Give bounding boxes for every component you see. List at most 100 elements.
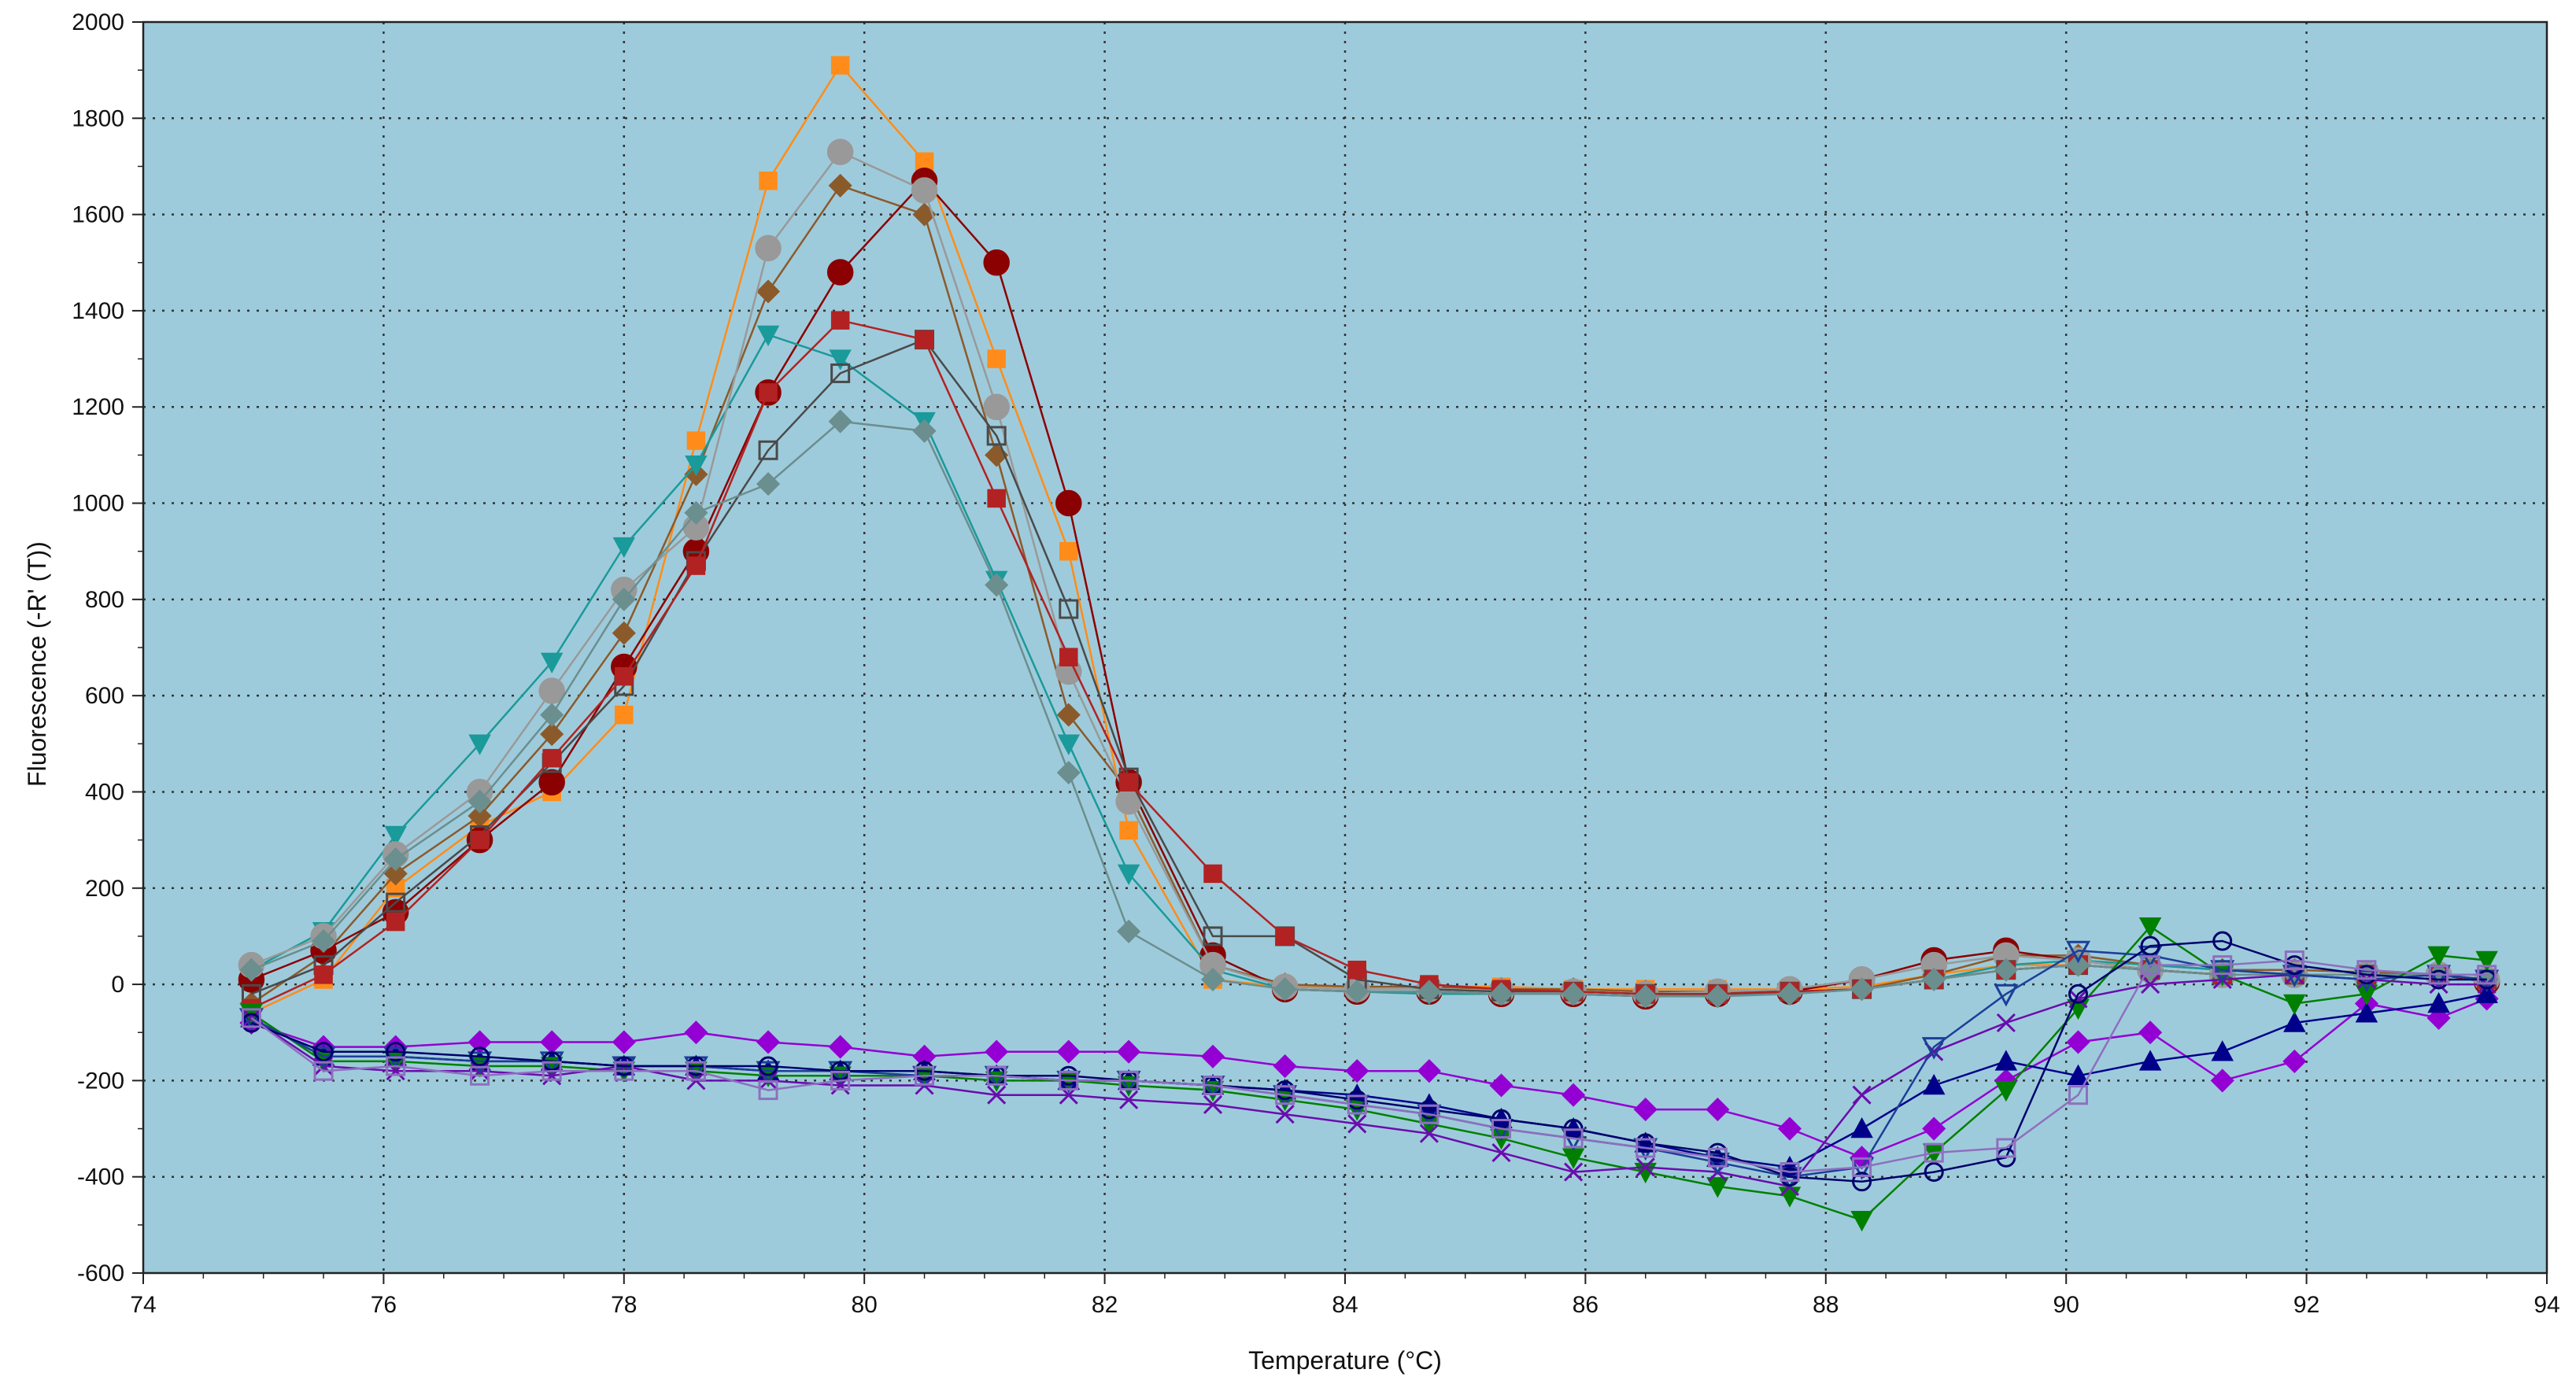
x-tick-label: 92	[2293, 1292, 2319, 1318]
data-point	[1275, 1105, 1295, 1124]
data-point	[686, 1061, 706, 1081]
data-point	[614, 1061, 634, 1081]
data-point	[1059, 599, 1079, 619]
data-point	[1563, 1128, 1584, 1149]
data-point	[2427, 946, 2450, 967]
y-tick-label: -400	[77, 1164, 124, 1190]
data-point	[540, 703, 564, 727]
data-point	[756, 325, 780, 347]
data-point	[1059, 541, 1078, 561]
data-point	[1119, 1090, 1139, 1109]
data-point	[1777, 982, 1802, 1006]
data-point	[686, 431, 706, 450]
data-point	[386, 1056, 406, 1076]
data-point	[2355, 984, 2378, 1006]
data-point	[1777, 1116, 1802, 1141]
data-point	[386, 1042, 406, 1062]
data-point	[759, 383, 778, 402]
data-point-stroke	[1275, 1105, 1295, 1124]
data-point	[2429, 965, 2449, 985]
data-point	[1850, 977, 1874, 1002]
data-point	[911, 177, 938, 204]
data-point	[1924, 1162, 1944, 1183]
series-line	[250, 334, 2487, 998]
data-point	[2427, 991, 2450, 1013]
x-axis-title: Temperature (°C)	[1248, 1346, 1442, 1375]
y-tick-label: 1200	[72, 394, 124, 420]
y-tick-label: -200	[77, 1068, 124, 1094]
data-point	[1117, 864, 1140, 885]
data-point	[1921, 1037, 1946, 1060]
data-point	[1200, 967, 1225, 992]
data-point	[1706, 1177, 1729, 1198]
data-point	[2475, 950, 2498, 972]
data-point	[912, 419, 937, 443]
data-point	[1118, 1070, 1139, 1091]
data-point	[1852, 1157, 1872, 1177]
data-point	[1491, 1119, 1512, 1139]
x-tick-label: 84	[1332, 1292, 1358, 1318]
data-point	[2140, 955, 2160, 976]
data-point	[755, 234, 782, 262]
data-point	[1345, 980, 1369, 1004]
data-point	[1706, 984, 1730, 1009]
data-point	[470, 830, 490, 850]
y-tick-label: -600	[77, 1260, 124, 1286]
data-point	[983, 249, 1010, 276]
data-point	[1203, 1076, 1223, 1095]
data-point	[2210, 1068, 2234, 1093]
data-point	[2283, 994, 2306, 1016]
data-point	[1056, 1039, 1081, 1064]
data-point	[2068, 989, 2088, 1009]
data-point	[686, 556, 706, 575]
y-tick-label: 2000	[72, 9, 124, 35]
x-tick-label: 80	[852, 1292, 878, 1318]
data-point-stroke	[386, 1061, 405, 1081]
data-point-stroke	[2068, 989, 2088, 1009]
data-point	[828, 1035, 852, 1059]
data-point	[985, 573, 1009, 597]
x-tick-label: 86	[1573, 1292, 1598, 1318]
data-point	[1922, 967, 1946, 992]
data-point	[2283, 1011, 2306, 1032]
data-point	[1419, 1104, 1440, 1124]
data-point	[2475, 982, 2498, 1004]
data-point	[2066, 953, 2090, 977]
data-point-stroke	[1996, 1013, 2016, 1033]
data-point	[615, 705, 634, 725]
data-point	[987, 489, 1006, 508]
data-point-stroke	[1119, 1090, 1139, 1109]
data-point	[987, 349, 1006, 368]
x-tick-label: 78	[611, 1292, 637, 1318]
data-point	[1996, 1013, 2016, 1033]
series-line	[250, 939, 2487, 1183]
data-point	[386, 1061, 405, 1081]
data-point	[1347, 960, 1367, 980]
data-point	[756, 279, 781, 304]
data-point	[1994, 984, 2019, 1007]
data-point	[1996, 1138, 2016, 1158]
data-point-stroke	[1203, 1094, 1223, 1115]
data-point	[2066, 1030, 2090, 1054]
y-tick-label: 1600	[72, 202, 124, 228]
series-15	[241, 950, 2497, 1183]
data-point	[1489, 1073, 1513, 1098]
series-line	[250, 959, 2487, 1173]
data-point	[1491, 1143, 1511, 1163]
data-point	[542, 748, 561, 768]
data-point	[826, 138, 854, 165]
data-point	[612, 1030, 636, 1054]
x-tick-label: 82	[1092, 1292, 1118, 1318]
data-point	[2068, 984, 2088, 1004]
data-point	[239, 958, 264, 982]
data-point	[1419, 1124, 1439, 1143]
data-point	[1850, 1210, 1873, 1232]
data-point	[2210, 960, 2235, 983]
data-point	[1850, 1116, 1873, 1139]
data-point	[1922, 1073, 1946, 1095]
data-point	[758, 440, 778, 460]
data-point	[915, 330, 934, 349]
data-point	[1994, 958, 2018, 982]
data-point	[311, 928, 336, 954]
